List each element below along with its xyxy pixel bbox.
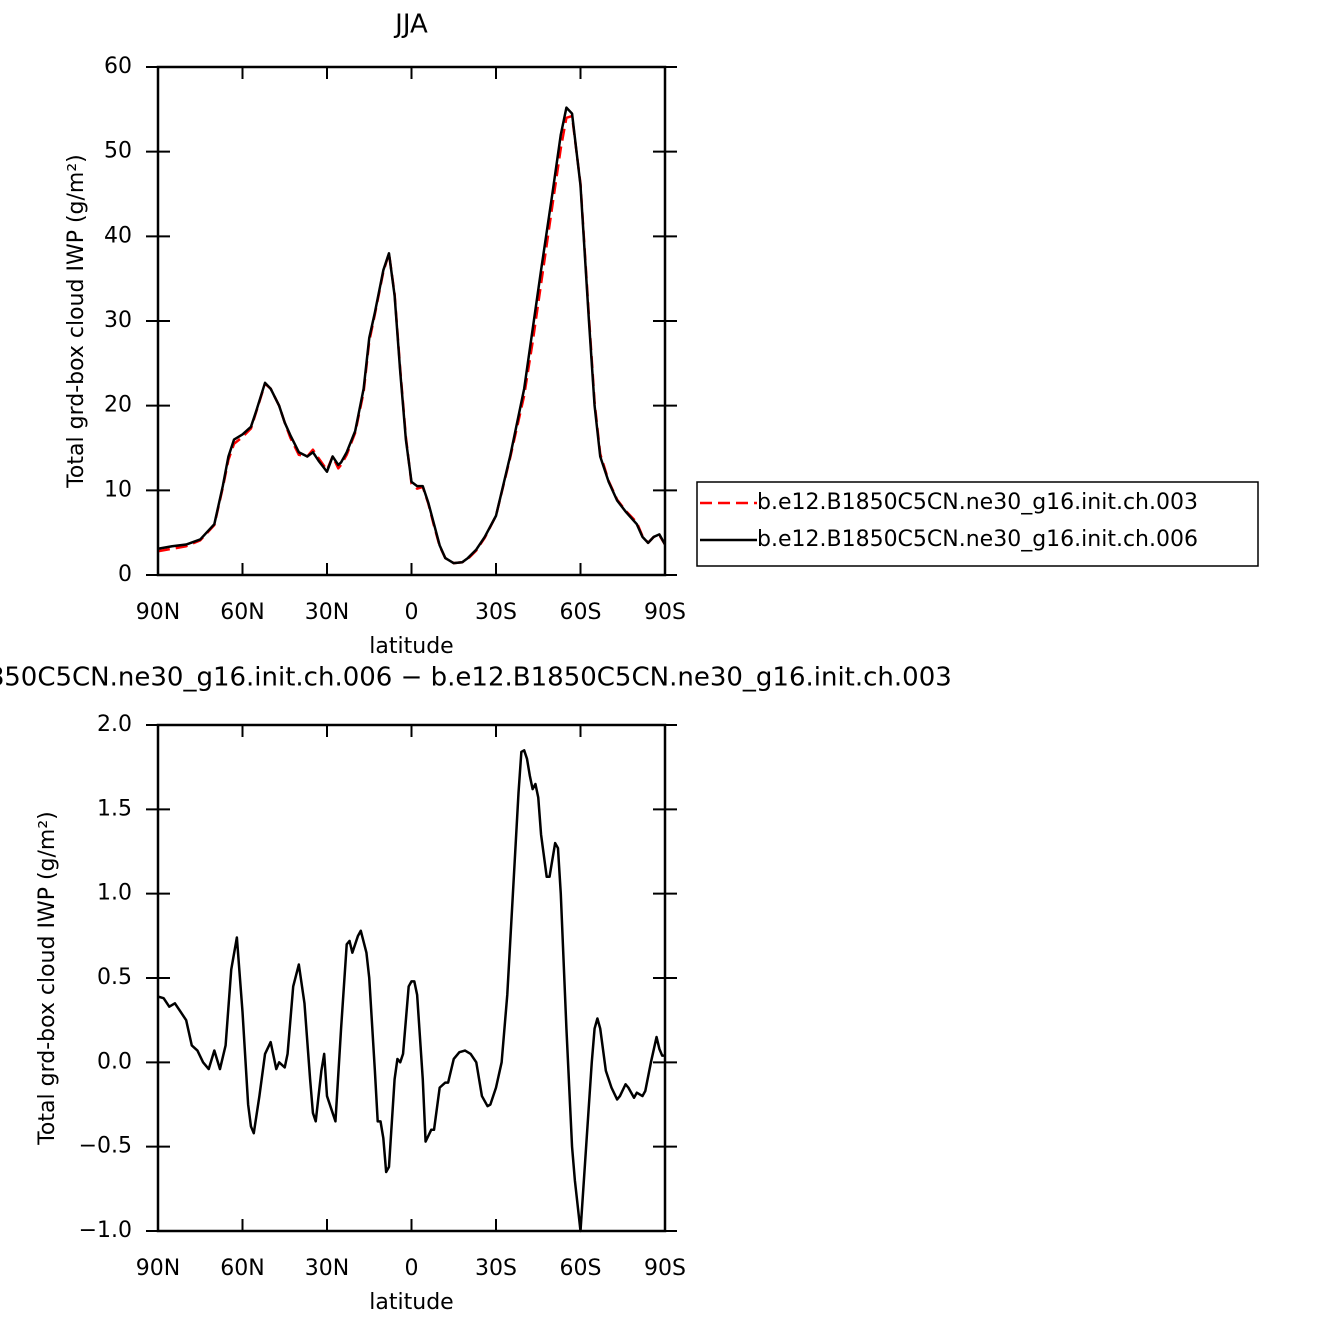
y-tick-label: 20 (104, 393, 132, 418)
chart-title: JJA (393, 10, 428, 40)
x-axis-label: latitude (369, 634, 453, 659)
x-axis-label: latitude (369, 1290, 453, 1315)
y-tick-label: 0.0 (97, 1049, 132, 1074)
x-tick-label: 0 (405, 1256, 419, 1281)
y-tick-label: 60 (104, 54, 132, 79)
x-tick-label: 30S (475, 1256, 517, 1281)
legend-label: b.e12.B1850C5CN.ne30_g16.init.ch.003 (757, 490, 1198, 515)
y-axis-label: Total grd-box cloud IWP (g/m²) (64, 154, 89, 489)
x-tick-label: 90N (136, 600, 180, 625)
y-tick-label: 2.0 (97, 712, 132, 737)
y-tick-label: 1.5 (97, 796, 132, 821)
y-tick-label: −1.0 (79, 1218, 132, 1243)
x-tick-label: 60S (560, 600, 602, 625)
x-tick-label: 90N (136, 1256, 180, 1281)
x-tick-label: 90S (644, 1256, 686, 1281)
legend-label: b.e12.B1850C5CN.ne30_g16.init.ch.006 (757, 527, 1198, 552)
x-tick-label: 30S (475, 600, 517, 625)
y-tick-label: 40 (104, 223, 132, 248)
chart-title: b.e12.B1850C5CN.ne30_g16.init.ch.006 − b… (0, 663, 952, 693)
y-tick-label: 1.0 (97, 881, 132, 906)
x-tick-label: 60N (220, 600, 264, 625)
y-tick-label: −0.5 (79, 1134, 132, 1159)
y-tick-label: 10 (104, 477, 132, 502)
y-tick-label: 50 (104, 139, 132, 164)
x-tick-label: 30N (305, 600, 349, 625)
y-axis-label: Total grd-box cloud IWP (g/m²) (35, 811, 60, 1146)
data-line (157, 106, 667, 565)
x-tick-label: 30N (305, 1256, 349, 1281)
y-tick-label: 0.5 (97, 965, 132, 990)
data-line (157, 749, 665, 1233)
legend-box (696, 481, 1259, 567)
x-tick-label: 60S (560, 1256, 602, 1281)
x-tick-label: 0 (405, 600, 419, 625)
x-tick-label: 90S (644, 600, 686, 625)
y-tick-label: 0 (118, 562, 132, 587)
plot-frame (156, 723, 667, 1233)
plot-frame (156, 65, 667, 577)
y-tick-label: 30 (104, 308, 132, 333)
x-tick-label: 60N (220, 1256, 264, 1281)
